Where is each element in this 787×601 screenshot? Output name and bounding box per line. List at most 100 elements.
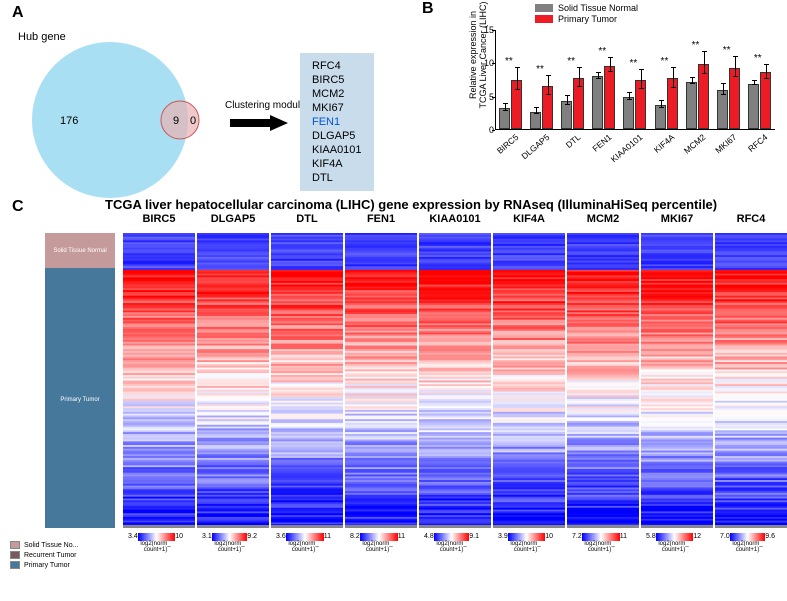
- heatmap-column: DTL: [271, 233, 343, 528]
- heatmap-column: KIAA0101: [419, 233, 491, 528]
- errorbar: [610, 57, 611, 72]
- errorbar: [505, 103, 506, 111]
- scale-gradient: [360, 533, 398, 541]
- gene-list-item: DTL: [312, 171, 362, 185]
- scale-lo: 3.4: [128, 533, 138, 541]
- side-labels: Solid Tissue NormalPrimary Tumor: [45, 233, 115, 528]
- scale-hi: 9.1: [469, 533, 479, 541]
- heatmap-column: MKI67: [641, 233, 713, 528]
- legend-label: Primary Tumor: [24, 562, 70, 569]
- bar-tumor: [760, 72, 771, 129]
- panel-b-legend: Solid Tissue NormalPrimary Tumor: [535, 2, 638, 24]
- legend-item: Recurrent Tumor: [10, 550, 78, 560]
- heatmap-scale: 7.211log2(norm_count+1): [572, 533, 627, 553]
- significance-stars: **: [754, 53, 762, 64]
- bar-normal: [623, 97, 634, 129]
- bar-normal: [530, 112, 541, 129]
- heatmap-col-title: MKI67: [641, 213, 713, 225]
- heatmap-scale: 7.09.6log2(norm_count+1): [720, 533, 775, 553]
- errorbar: [673, 67, 674, 88]
- errorbar: [692, 77, 693, 84]
- scale-label: log2(norm_count+1): [350, 541, 405, 553]
- ytick-mark: [492, 130, 495, 131]
- significance-stars: **: [567, 56, 575, 67]
- heatmap-strip: [493, 233, 565, 528]
- bar-tumor: [729, 68, 740, 129]
- scale-gradient: [508, 533, 545, 541]
- scale-hi: 9.2: [247, 533, 257, 541]
- bar-tumor: [511, 80, 522, 129]
- panel-c-legend: Solid Tissue No... Recurrent Tumor Primary…: [10, 540, 78, 570]
- bar-normal: [686, 82, 697, 129]
- heatmap-strip: [715, 233, 787, 528]
- heatmap-col-title: KIF4A: [493, 213, 565, 225]
- gene-list-item: DLGAP5: [312, 129, 362, 143]
- bar-tumor: [667, 78, 678, 129]
- heatmap-strip: [419, 233, 491, 528]
- arrow-icon: [230, 115, 290, 134]
- significance-stars: **: [692, 40, 700, 51]
- heatmap-col-title: MCM2: [567, 213, 639, 225]
- scale-label: log2(norm_count+1): [276, 541, 331, 553]
- errorbar: [536, 107, 537, 114]
- heatmap-strip: [345, 233, 417, 528]
- scale-lo: 3.6: [276, 533, 286, 541]
- panel-c: TCGA liver hepatocellular carcinoma (LIH…: [10, 195, 787, 595]
- heatmap-column: FEN1: [345, 233, 417, 528]
- errorbar: [567, 95, 568, 104]
- bar-normal: [655, 105, 666, 129]
- heatmap-strip: [123, 233, 195, 528]
- significance-stars: **: [723, 45, 731, 56]
- bar-chart: Relative expression inTCGA Liver Cancer …: [470, 30, 775, 145]
- scale-label: log2(norm_count+1): [720, 541, 775, 553]
- venn-right-count: 0: [190, 115, 196, 127]
- scale-gradient: [656, 533, 693, 541]
- bar-normal: [561, 101, 572, 129]
- errorbar: [735, 56, 736, 77]
- scale-gradient: [582, 533, 620, 541]
- scale-lo: 7.2: [572, 533, 582, 541]
- heatmap-scale: 8.211log2(norm_count+1): [350, 533, 405, 553]
- legend-swatch: [10, 541, 20, 549]
- legend-item: Primary Tumor: [535, 13, 638, 24]
- errorbar: [704, 51, 705, 74]
- bar-tumor: [573, 78, 584, 129]
- bar-normal: [717, 90, 728, 129]
- panel-c-title: TCGA liver hepatocellular carcinoma (LIH…: [105, 197, 717, 212]
- scale-label: log2(norm_count+1): [646, 541, 701, 553]
- heatmap-col-title: KIAA0101: [419, 213, 491, 225]
- legend-swatch: [535, 15, 553, 23]
- panel-b: Solid Tissue NormalPrimary Tumor Relativ…: [405, 0, 785, 195]
- side-block: Primary Tumor: [45, 271, 115, 528]
- heatmap-strip: [567, 233, 639, 528]
- bar-normal: [748, 84, 759, 129]
- gene-list-box: RFC4BIRC5MCM2MKI67FEN1DLGAP5KIAA0101KIF4…: [300, 53, 374, 191]
- legend-item: Solid Tissue Normal: [535, 2, 638, 13]
- legend-label: Solid Tissue No...: [24, 542, 78, 549]
- heatmap-col-title: DLGAP5: [197, 213, 269, 225]
- heatmap-col-title: BIRC5: [123, 213, 195, 225]
- legend-label: Recurrent Tumor: [24, 552, 77, 559]
- significance-stars: **: [661, 56, 669, 67]
- errorbar: [766, 64, 767, 79]
- heatmap-strip: [641, 233, 713, 528]
- gene-list-item: MCM2: [312, 87, 362, 101]
- scale-lo: 3.9: [498, 533, 508, 541]
- bar-tumor: [604, 66, 615, 129]
- scale-hi: 9.6: [765, 533, 775, 541]
- errorbar: [754, 80, 755, 85]
- significance-stars: **: [629, 58, 637, 69]
- venn-left-count: 176: [60, 115, 78, 127]
- scale-gradient: [730, 533, 766, 541]
- scale-hi: 10: [175, 533, 183, 541]
- scale-gradient: [212, 533, 248, 541]
- scale-hi: 11: [620, 533, 627, 541]
- scale-lo: 4.8: [424, 533, 434, 541]
- scale-label: log2(norm_count+1): [202, 541, 257, 553]
- scale-hi: 11: [324, 533, 331, 541]
- heatmap-scale: 3.6 11log2(norm_count+1): [276, 533, 331, 553]
- legend-swatch: [10, 551, 20, 559]
- errorbar: [641, 69, 642, 89]
- scale-lo: 3.1: [202, 533, 212, 541]
- scale-label: log2(norm_count+1): [128, 541, 183, 553]
